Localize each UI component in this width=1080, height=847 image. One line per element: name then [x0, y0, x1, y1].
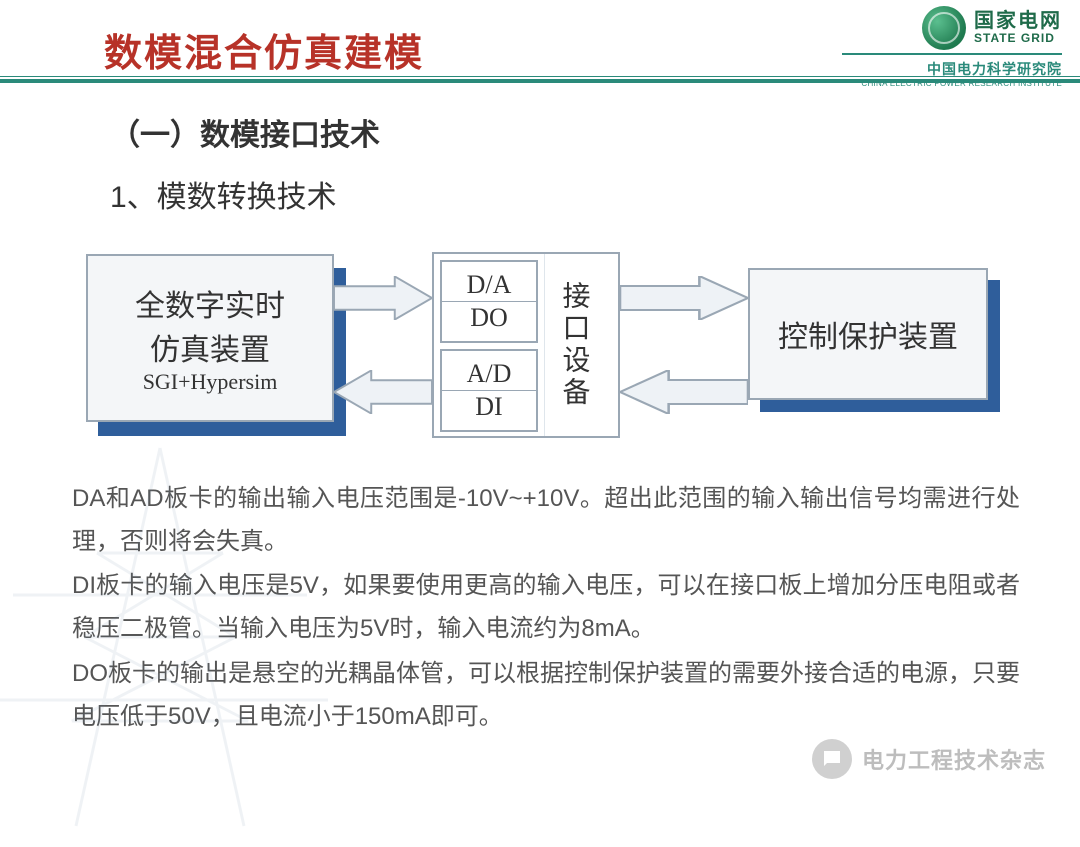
node-simulator-l3: SGI+Hypersim: [143, 369, 278, 395]
chat-icon: [812, 739, 852, 779]
node-interface: D/A DO A/D DI 接口设备: [432, 252, 620, 438]
paragraph: DO板卡的输出是悬空的光耦晶体管，可以根据控制保护装置的需要外接合适的电源，只要…: [72, 653, 1020, 738]
arrow-if-to-prot: [620, 276, 748, 320]
watermark-label: 电力工程技术杂志: [862, 743, 1046, 775]
label-da: D/A: [442, 269, 536, 301]
node-protection-l1: 控制保护装置: [778, 312, 958, 356]
subsection-heading: 1、模数转换技术: [110, 172, 337, 216]
page-title: 数模混合仿真建模: [104, 22, 424, 77]
node-simulator: 全数字实时 仿真装置 SGI+Hypersim: [86, 254, 334, 422]
arrow-if-to-sim: [334, 370, 432, 414]
institute-cn: 中国电力科学研究院: [861, 59, 1062, 79]
node-protection: 控制保护装置: [748, 268, 988, 400]
label-ad: A/D: [442, 358, 536, 390]
arrow-prot-to-if: [620, 370, 748, 414]
label-do: DO: [442, 301, 536, 334]
block-diagram: 全数字实时 仿真装置 SGI+Hypersim D/A DO A/D DI 接口…: [80, 250, 1000, 455]
section-heading: （一）数模接口技术: [110, 110, 380, 154]
label-di: DI: [442, 390, 536, 423]
node-simulator-l1: 全数字实时: [135, 281, 285, 325]
logo-block: 国家电网 STATE GRID 中国电力科学研究院 CHINA ELECTRIC…: [842, 6, 1062, 88]
paragraph: DI板卡的输入电压是5V，如果要使用更高的输入电压，可以在接口板上增加分压电阻或…: [72, 565, 1020, 650]
logo-cn: 国家电网: [974, 11, 1062, 32]
institute-en: CHINA ELECTRIC POWER RESEARCH INSTITUTE: [861, 79, 1062, 88]
body-text: DA和AD板卡的输出输入电压范围是-10V~+10V。超出此范围的输入输出信号均…: [72, 478, 1020, 740]
logo-en: STATE GRID: [974, 32, 1062, 45]
label-interface-device: 接口设备: [544, 254, 602, 436]
arrow-sim-to-if: [334, 276, 432, 320]
source-watermark: 电力工程技术杂志: [812, 739, 1046, 779]
state-grid-logo-icon: [922, 6, 966, 50]
node-simulator-l2: 仿真装置: [150, 325, 270, 369]
paragraph: DA和AD板卡的输出输入电压范围是-10V~+10V。超出此范围的输入输出信号均…: [72, 478, 1020, 563]
